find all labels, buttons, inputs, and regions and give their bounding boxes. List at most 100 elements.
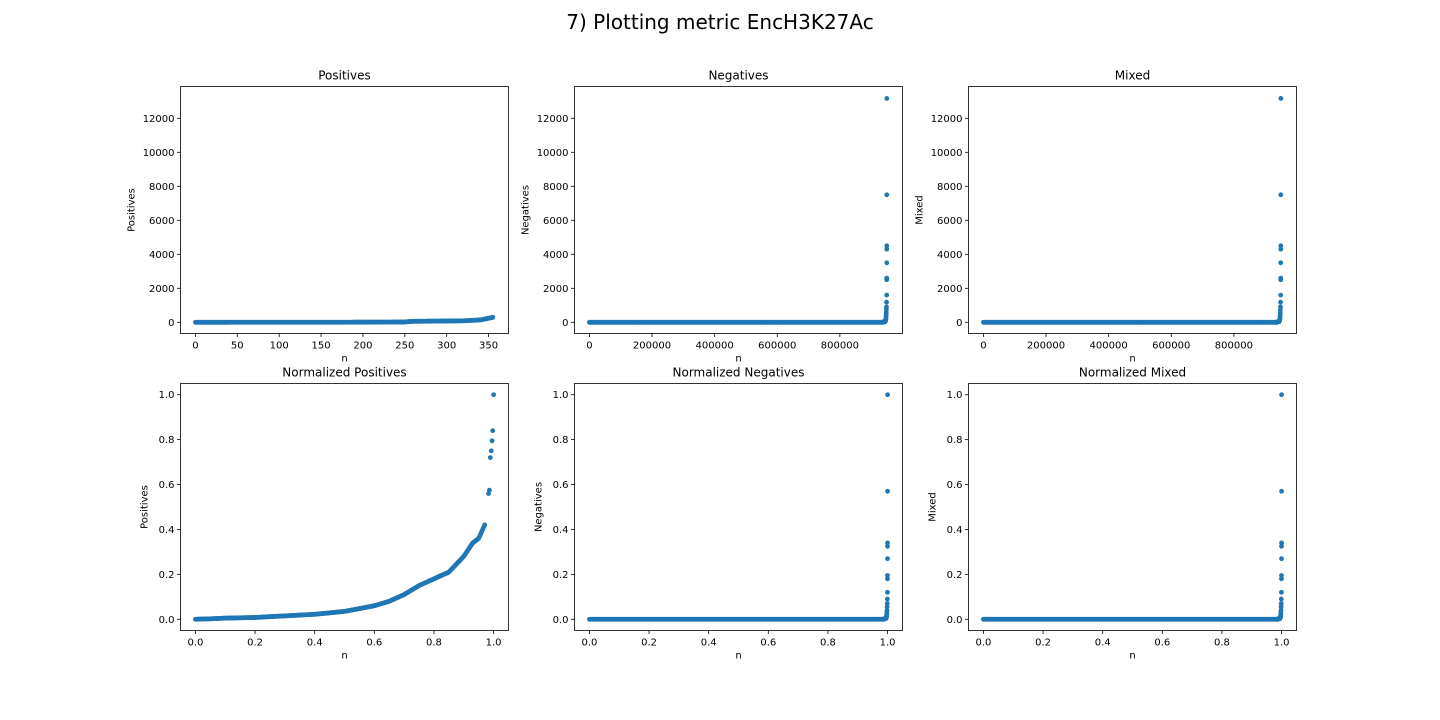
y-tick-label: 0.4: [159, 525, 175, 536]
plot-frame: [968, 86, 1297, 334]
data-point: [1279, 392, 1284, 398]
y-tick-label: 0.6: [553, 480, 569, 491]
data-point: [487, 455, 493, 460]
data-points: [981, 96, 1284, 325]
data-point: [884, 260, 890, 266]
y-tick-label: 6000: [543, 216, 568, 227]
y-tick-label: 12000: [537, 114, 569, 125]
subplot-title: Mixed: [1115, 69, 1150, 83]
x-tick-label: 350: [479, 341, 498, 352]
plot-frame: [574, 383, 903, 631]
y-tick-label: 0.8: [947, 435, 963, 446]
y-tick-label: 8000: [149, 182, 174, 193]
x-tick-label: 600000: [758, 341, 796, 352]
x-tick-label: 0.0: [975, 638, 991, 649]
x-tick-label: 800000: [821, 341, 859, 352]
data-point: [487, 487, 492, 493]
x-tick-label: 0.4: [701, 638, 717, 649]
data-point: [1278, 299, 1283, 305]
y-tick-label: 0.0: [159, 615, 175, 626]
y-tick-label: 0.2: [553, 570, 569, 581]
x-tick-label: 0.4: [307, 638, 323, 649]
x-tick-label: 300: [437, 341, 456, 352]
x-tick-label: 1.0: [486, 638, 502, 649]
data-point: [885, 543, 890, 549]
data-points: [587, 392, 890, 622]
data-point: [885, 573, 890, 578]
data-points: [193, 314, 496, 325]
data-points: [193, 392, 496, 622]
data-point: [884, 304, 889, 310]
data-point: [884, 299, 889, 305]
data-point: [1278, 96, 1284, 101]
x-tick-label: 800000: [1215, 341, 1253, 352]
x-tick-label: 100: [270, 341, 289, 352]
y-tick-label: 0.8: [159, 435, 175, 446]
data-point: [1278, 304, 1283, 310]
y-tick-label: 6000: [937, 216, 962, 227]
y-tick-label: 10000: [143, 148, 175, 159]
y-tick-label: 2000: [937, 284, 962, 295]
x-tick-label: 400000: [696, 341, 734, 352]
subplot-panel: Negatives 0 200000 400000 600000 800000 0 2000 4…: [521, 69, 903, 365]
y-axis-label: Positives: [139, 485, 150, 529]
x-axis-label: n: [341, 651, 347, 662]
x-tick-label: 0.2: [247, 638, 263, 649]
y-tick-label: 0: [168, 318, 174, 329]
data-point: [1279, 576, 1284, 582]
x-tick-label: 0.2: [641, 638, 657, 649]
x-axis-label: n: [1129, 354, 1135, 365]
y-tick-label: 1.0: [159, 390, 175, 401]
data-point: [490, 314, 496, 320]
x-tick-label: 0.8: [820, 638, 836, 649]
x-tick-label: 0.6: [760, 638, 776, 649]
x-tick-label: 0.4: [1095, 638, 1111, 649]
y-tick-label: 1.0: [553, 390, 569, 401]
x-axis-label: n: [341, 354, 347, 365]
data-point: [884, 192, 890, 198]
y-tick-label: 1.0: [947, 390, 963, 401]
x-axis-label: n: [735, 354, 741, 365]
y-axis-label: Positives: [127, 188, 138, 232]
y-tick-label: 2000: [149, 284, 174, 295]
y-tick-label: 12000: [931, 114, 963, 125]
x-tick-label: 0.0: [187, 638, 203, 649]
data-point: [884, 601, 890, 606]
data-point: [1278, 601, 1284, 606]
x-tick-label: 0.6: [1154, 638, 1170, 649]
plot-frame: [180, 383, 509, 631]
y-tick-label: 4000: [149, 250, 174, 261]
plot-frame: [968, 383, 1297, 631]
data-point: [1279, 488, 1284, 494]
y-tick-label: 0.4: [947, 525, 963, 536]
x-tick-label: 0.8: [1214, 638, 1230, 649]
y-tick-label: 12000: [143, 114, 175, 125]
y-tick-label: 0.0: [947, 615, 963, 626]
subplot-panel: Normalized Mixed 0.0 0.2 0.4 0.6 0.8 1.0 0.0 0.2…: [927, 366, 1297, 662]
data-point: [1278, 604, 1284, 610]
y-tick-label: 4000: [543, 250, 568, 261]
y-tick-label: 0.4: [553, 525, 569, 536]
subplot-grid: Positives 0 50 100 150 200 250 300 350 0 2000 4000 6…: [127, 69, 1297, 662]
subplot-panel: Normalized Positives 0.0 0.2 0.4 0.6 0.8 1.0 0.…: [139, 366, 509, 662]
x-tick-label: 0: [586, 341, 592, 352]
subplot-title: Normalized Mixed: [1079, 366, 1186, 380]
subplot-title: Normalized Negatives: [673, 366, 805, 380]
data-point: [885, 488, 890, 494]
data-point: [884, 275, 890, 281]
data-point: [884, 243, 890, 249]
data-point: [1278, 596, 1284, 602]
x-tick-label: 0.0: [581, 638, 597, 649]
data-point: [488, 448, 494, 454]
y-tick-label: 10000: [931, 148, 963, 159]
y-axis-label: Negatives: [533, 482, 544, 532]
plot-frame: [180, 86, 509, 334]
data-point: [1278, 246, 1284, 252]
data-point: [885, 556, 890, 562]
y-tick-label: 0.6: [159, 480, 175, 491]
y-axis-label: Mixed: [915, 195, 926, 225]
data-point: [1279, 589, 1284, 595]
data-point: [1278, 192, 1284, 198]
y-tick-label: 0: [956, 318, 962, 329]
